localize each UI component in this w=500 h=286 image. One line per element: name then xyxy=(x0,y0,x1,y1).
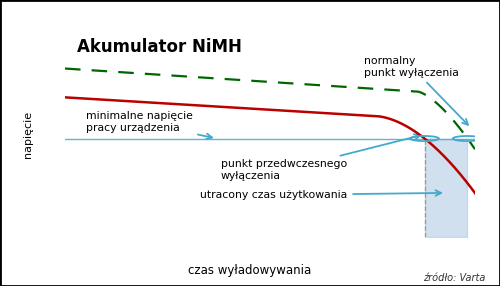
Text: minimalne napięcie
pracy urządzenia: minimalne napięcie pracy urządzenia xyxy=(86,111,212,139)
Text: punkt przedwczesnego
wyłączenia: punkt przedwczesnego wyłączenia xyxy=(221,134,420,181)
Text: normalny
punkt wyłączenia: normalny punkt wyłączenia xyxy=(364,56,468,125)
Text: czas wyładowywania: czas wyładowywania xyxy=(188,264,311,277)
Text: źródło: Varta: źródło: Varta xyxy=(422,273,485,283)
Text: utracony czas użytkowania: utracony czas użytkowania xyxy=(200,190,441,200)
Text: Akumulator NiMH: Akumulator NiMH xyxy=(78,38,242,56)
Text: napięcie: napięcie xyxy=(23,111,33,158)
